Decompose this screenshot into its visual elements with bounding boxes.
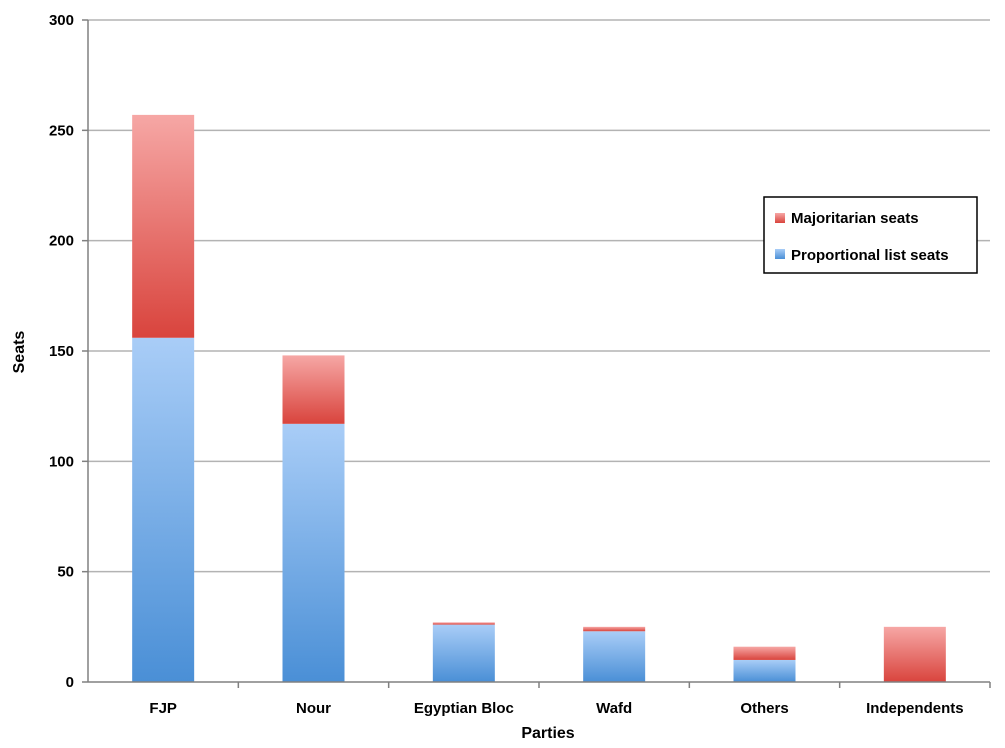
y-tick-label: 300: [49, 12, 74, 29]
bars: [132, 114, 946, 682]
x-tick-label: Wafd: [596, 700, 632, 717]
x-axis-title: Parties: [521, 725, 574, 742]
x-tick-label: FJP: [149, 700, 177, 717]
y-tick-label: 100: [49, 453, 74, 470]
legend-swatch-proportional: [775, 249, 785, 259]
bar-majoritarian-others: [733, 646, 796, 660]
tick-labels: 0 50 100 150 200 250 300 FJP Nour Egyptian Bloc Wa…: [49, 12, 964, 717]
x-tick-label: Egyptian Bloc: [414, 700, 514, 717]
legend-label-proportional: Proportional list seats: [791, 247, 949, 264]
y-tick-label: 200: [49, 233, 74, 250]
y-tick-label: 0: [66, 674, 74, 691]
bar-majoritarian-egyptian-bloc: [432, 622, 495, 625]
x-tick-label: Others: [740, 700, 788, 717]
y-tick-label: 150: [49, 343, 74, 360]
bar-proportional-nour: [282, 423, 345, 682]
gridlines: [88, 19, 990, 573]
y-tick-label: 50: [57, 564, 74, 581]
bar-majoritarian-wafd: [583, 626, 646, 632]
y-tick-label: 250: [49, 122, 74, 139]
bar-proportional-fjp: [132, 337, 195, 682]
legend-swatch-majoritarian: [775, 213, 785, 223]
bar-proportional-others: [733, 659, 796, 682]
x-tick-label: Nour: [296, 700, 331, 717]
y-axis-title: Seats: [11, 331, 28, 374]
bar-proportional-wafd: [583, 631, 646, 682]
bar-proportional-egyptian-bloc: [432, 624, 495, 682]
legend: Majoritarian seats Proportional list sea…: [763, 196, 978, 274]
bar-majoritarian-fjp: [132, 114, 195, 338]
bar-majoritarian-independents: [883, 626, 946, 682]
x-tick-label: Independents: [866, 700, 964, 717]
axes: [82, 19, 991, 688]
legend-label-majoritarian: Majoritarian seats: [791, 210, 919, 227]
legend-box: [763, 196, 978, 274]
bar-majoritarian-nour: [282, 355, 345, 424]
